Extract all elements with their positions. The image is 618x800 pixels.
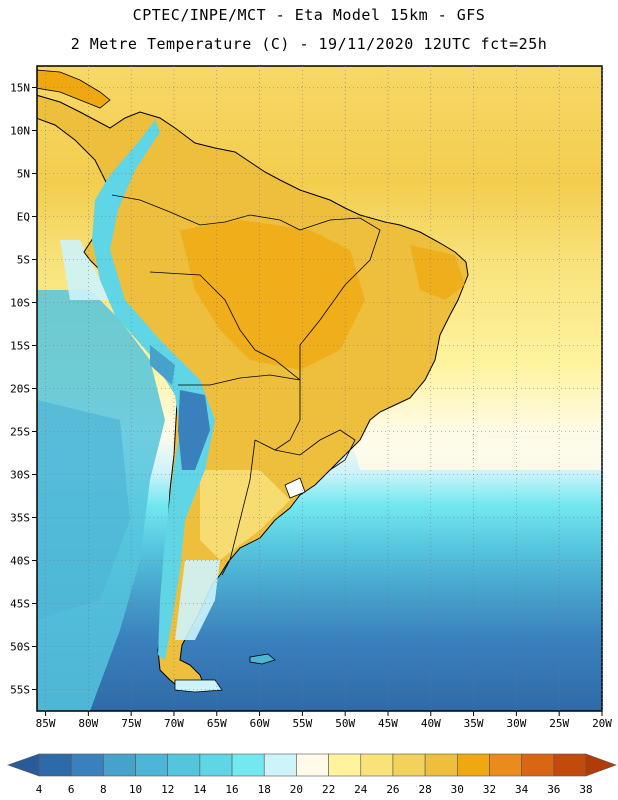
lon-label: 30W xyxy=(506,717,526,730)
lon-label: 80W xyxy=(78,717,98,730)
colorbar-swatch xyxy=(553,753,587,777)
patagonia-cool xyxy=(175,560,220,640)
colorbar-swatch xyxy=(103,753,136,777)
falkland-islands xyxy=(249,653,276,665)
colorbar-swatch xyxy=(392,753,426,777)
colorbar-swatch xyxy=(328,753,362,777)
lat-label: 45S xyxy=(10,598,30,611)
colorbar-label: 38 xyxy=(579,783,592,796)
colorbar-label: 8 xyxy=(100,783,107,796)
colorbar-label: 6 xyxy=(68,783,75,796)
lon-label: 50W xyxy=(335,717,355,730)
central-america xyxy=(37,69,111,109)
lon-label: 20W xyxy=(592,717,612,730)
lat-label: EQ xyxy=(17,211,30,224)
colorbar: 4 6 8 10 12 14 16 18 20 22 24 26 28 30 32 34 36 38 xyxy=(7,753,617,796)
lon-label: 45W xyxy=(378,717,398,730)
colorbar-swatch xyxy=(263,753,297,777)
colorbar-swatch xyxy=(360,753,394,777)
lat-label: 40S xyxy=(10,555,30,568)
longitude-labels: 85W 80W 75W 70W 65W 60W 55W 50W 45W 40W 35W 30W 25W 2… xyxy=(36,717,613,730)
lon-label: 75W xyxy=(121,717,141,730)
lat-label: 15N xyxy=(10,82,30,95)
colorbar-swatch xyxy=(70,753,104,777)
lat-label: 5N xyxy=(17,168,30,181)
colorbar-label: 16 xyxy=(225,783,238,796)
colorbar-label: 14 xyxy=(193,783,207,796)
lat-label: 5S xyxy=(17,254,30,267)
lat-label: 15S xyxy=(10,340,30,353)
rio-de-la-plata xyxy=(284,477,306,499)
lon-label: 65W xyxy=(207,717,227,730)
hot-interior xyxy=(180,220,365,370)
colorbar-label: 34 xyxy=(515,783,529,796)
colorbar-label: 32 xyxy=(483,783,496,796)
latitude-labels: 15N 10N 5N EQ 5S 10S 15S 20S 25S 30S 35S 40S 45S 50S 5… xyxy=(10,82,30,697)
andes-cold-core xyxy=(178,390,210,470)
tierra-del-fuego xyxy=(174,679,223,693)
colorbar-label: 4 xyxy=(36,783,43,796)
atlantic-warm-stripe xyxy=(350,435,602,470)
lon-label: 25W xyxy=(549,717,569,730)
colorbar-label: 36 xyxy=(547,783,560,796)
country-borders xyxy=(111,194,381,576)
colorbar-swatch xyxy=(167,753,201,777)
colorbar-swatch xyxy=(199,753,233,777)
colorbar-label: 20 xyxy=(290,783,303,796)
pacific-cool-band xyxy=(37,400,130,620)
colorbar-swatch xyxy=(456,753,490,777)
colorbar-swatch xyxy=(296,753,329,777)
chart-title-line1: CPTEC/INPE/MCT - Eta Model 15km - GFS xyxy=(132,6,486,24)
lon-label: 40W xyxy=(421,717,441,730)
colorbar-swatch xyxy=(38,753,72,777)
colorbar-high-arrow xyxy=(585,753,617,777)
lat-label: 30S xyxy=(10,469,30,482)
lat-label: 10S xyxy=(10,297,30,310)
lat-label: 25S xyxy=(10,426,30,439)
colorbar-label: 24 xyxy=(354,783,368,796)
chart-title-line2: 2 Metre Temperature (C) - 19/11/2020 12U… xyxy=(70,35,548,53)
colorbar-label: 10 xyxy=(129,783,142,796)
lat-label: 20S xyxy=(10,383,30,396)
andes-cold-spine xyxy=(92,120,215,660)
graticule xyxy=(32,66,603,716)
colorbar-label: 22 xyxy=(322,783,335,796)
lat-label: 55S xyxy=(10,684,30,697)
lat-label: 10N xyxy=(10,125,30,138)
colorbar-swatch xyxy=(231,753,265,777)
colorbar-low-arrow xyxy=(7,753,40,777)
colorbar-swatch xyxy=(135,753,169,777)
lat-label: 35S xyxy=(10,512,30,525)
southern-plains xyxy=(200,470,290,560)
lon-label: 85W xyxy=(36,717,56,730)
field-layer xyxy=(37,66,602,711)
colorbar-swatch xyxy=(489,753,522,777)
lon-label: 55W xyxy=(292,717,312,730)
lat-label: 50S xyxy=(10,641,30,654)
colorbar-swatch xyxy=(424,753,458,777)
colorbar-label: 26 xyxy=(386,783,399,796)
colorbar-label: 30 xyxy=(451,783,464,796)
andes-altiplano xyxy=(150,345,175,385)
hot-northeast xyxy=(410,245,465,300)
temperature-map: 15N 10N 5N EQ 5S 10S 15S 20S 25S 30S 35S 40S 45S 50S 5… xyxy=(10,65,613,730)
colorbar-label: 28 xyxy=(418,783,431,796)
colorbar-label: 18 xyxy=(258,783,271,796)
lon-label: 70W xyxy=(164,717,184,730)
colorbar-label: 12 xyxy=(161,783,174,796)
lon-label: 35W xyxy=(464,717,484,730)
colorbar-swatch xyxy=(521,753,555,777)
lon-label: 60W xyxy=(250,717,270,730)
